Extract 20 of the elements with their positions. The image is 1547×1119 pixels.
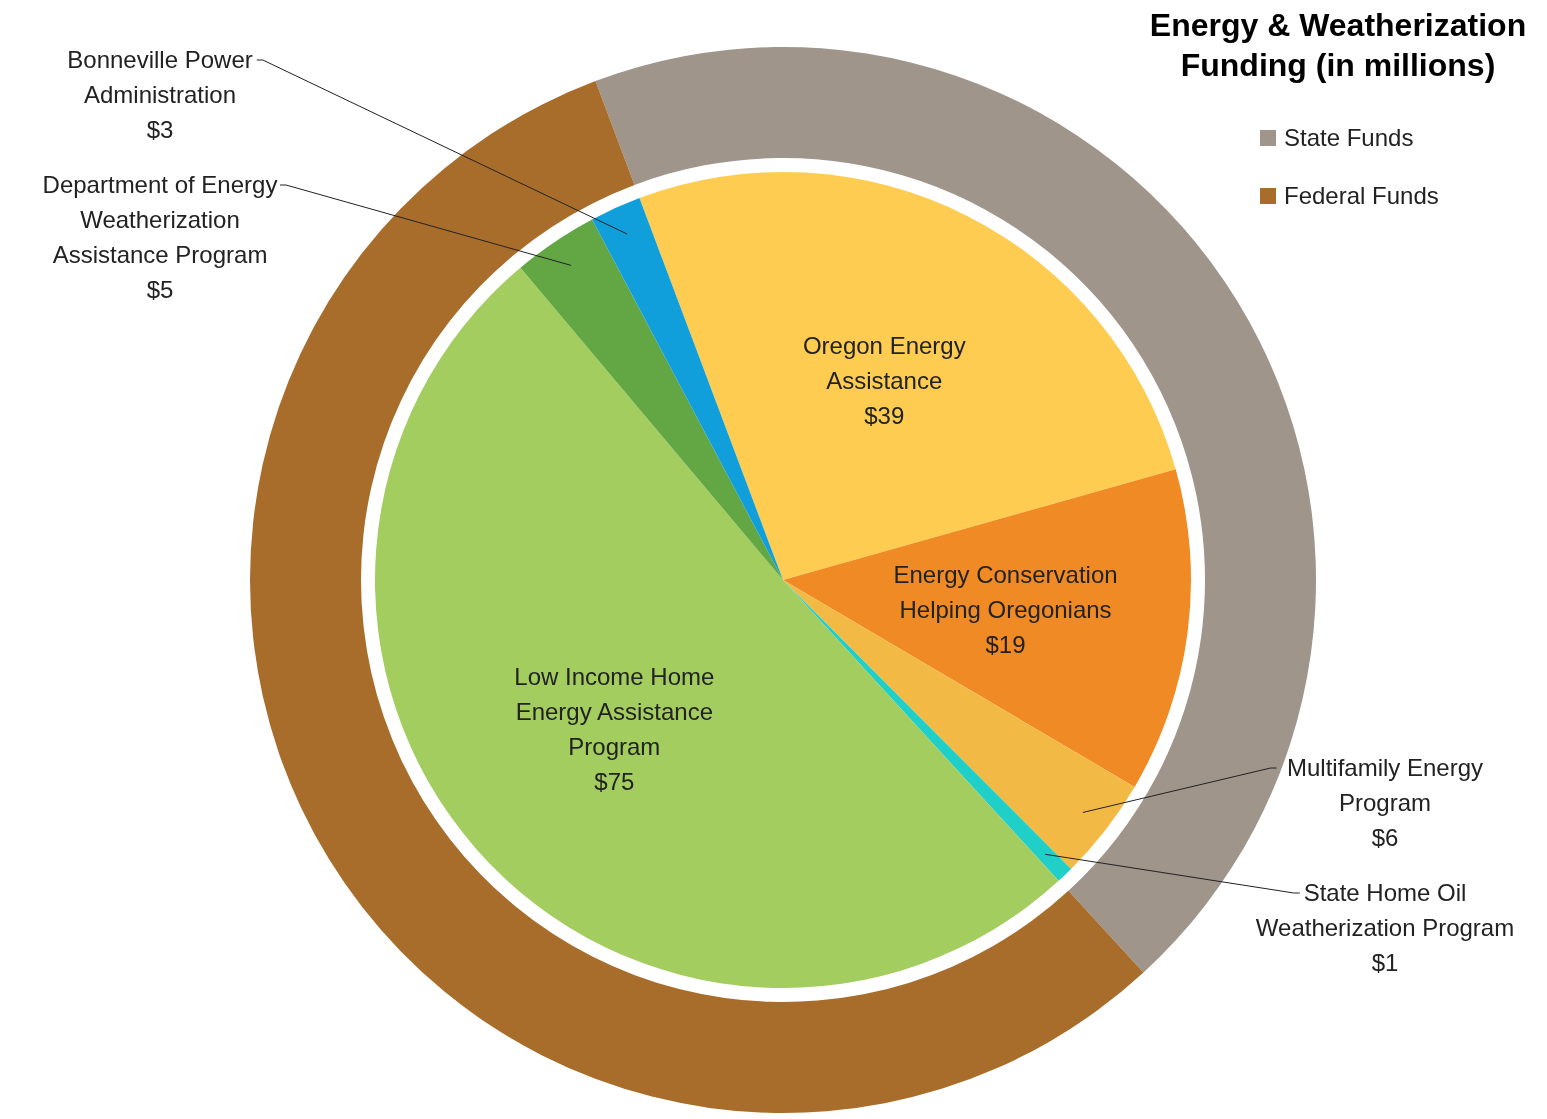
pie-slice (520, 219, 783, 580)
slice-label: State Home Oil Weatherization Program (1255, 879, 1515, 941)
data-label: $39 (864, 401, 905, 429)
chart-title: Energy & Weatherization Funding (in millions) (1149, 7, 1527, 83)
legend-label: Federal Funds (1284, 182, 1439, 209)
data-label: $6 (1371, 824, 1399, 851)
slice-label: Multifamily Energy Program (1286, 754, 1484, 816)
slice-label: Energy Conservation Helping Oregonians (893, 560, 1118, 623)
pie-slice (592, 198, 783, 580)
data-label: $5 (146, 276, 174, 303)
pie-slice (783, 469, 1191, 787)
slice-label: Oregon Energy Assistance (802, 331, 966, 394)
data-label: $19 (985, 630, 1026, 658)
legend-label: State Funds (1284, 124, 1414, 151)
slice-label: Bonneville Power Administration (67, 46, 253, 108)
data-label: $75 (594, 768, 635, 796)
data-label: $3 (146, 116, 174, 143)
data-label: $1 (1371, 949, 1399, 976)
slice-label: Department of Energy Weatherization Assistance Program (42, 171, 278, 268)
slice-label: Low Income Home Energy Assistance Program (514, 663, 715, 761)
